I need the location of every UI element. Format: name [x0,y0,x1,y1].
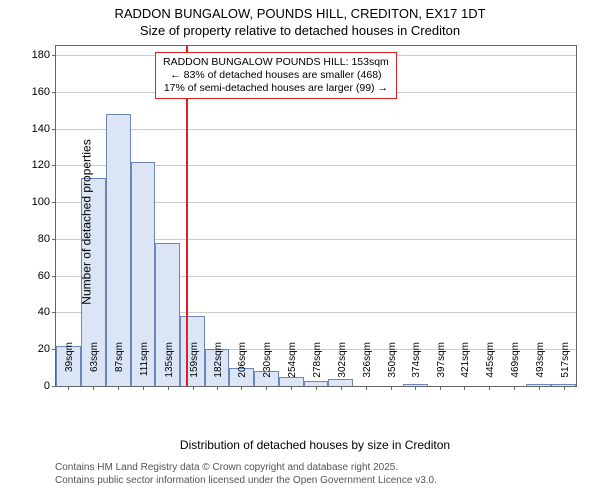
footer-line1: Contains HM Land Registry data © Crown c… [55,462,437,475]
x-tick-label: 87sqm [114,342,125,390]
y-tick-label: 120 [32,159,56,171]
x-tick-label: 326sqm [362,342,373,390]
y-tick-label: 140 [32,123,56,135]
x-tick-label: 159sqm [189,342,200,390]
chart-title: RADDON BUNGALOW, POUNDS HILL, CREDITON, … [0,0,600,40]
x-axis-label: Distribution of detached houses by size … [55,438,575,452]
x-tick-label: 302sqm [337,342,348,390]
y-tick-label: 60 [38,270,56,282]
x-tick-label: 111sqm [139,342,150,390]
y-tick-label: 160 [32,86,56,98]
x-tick-label: 63sqm [89,342,100,390]
title-line2: Size of property relative to detached ho… [0,23,600,40]
y-tick-label: 100 [32,196,56,208]
footer-credits: Contains HM Land Registry data © Crown c… [55,462,437,487]
x-tick-label: 445sqm [485,342,496,390]
x-tick-label: 421sqm [460,342,471,390]
chart-container: RADDON BUNGALOW, POUNDS HILL, CREDITON, … [0,0,600,500]
y-tick-label: 20 [38,343,56,355]
annotation-line1: RADDON BUNGALOW POUNDS HILL: 153sqm [163,56,389,69]
annotation-box: RADDON BUNGALOW POUNDS HILL: 153sqm← 83%… [155,52,397,99]
x-tick-label: 517sqm [560,342,571,390]
x-tick-label: 350sqm [387,342,398,390]
x-tick-label: 469sqm [510,342,521,390]
x-tick-label: 182sqm [213,342,224,390]
footer-line2: Contains public sector information licen… [55,475,437,488]
x-tick-label: 135sqm [164,342,175,390]
x-tick-label: 206sqm [237,342,248,390]
plot-area: 02040608010012014016018039sqm63sqm87sqm1… [55,45,577,387]
y-axis-label: Number of detached properties [80,139,94,304]
title-line1: RADDON BUNGALOW, POUNDS HILL, CREDITON, … [0,6,600,23]
x-tick-label: 39sqm [64,342,75,390]
x-tick-label: 493sqm [535,342,546,390]
y-tick-label: 40 [38,306,56,318]
x-tick-label: 278sqm [312,342,323,390]
x-tick-label: 374sqm [411,342,422,390]
y-tick-label: 180 [32,49,56,61]
gridline [56,129,576,130]
x-tick-label: 230sqm [262,342,273,390]
annotation-line2: ← 83% of detached houses are smaller (46… [163,69,389,82]
y-tick-label: 0 [44,380,56,392]
y-tick-label: 80 [38,233,56,245]
annotation-line3: 17% of semi-detached houses are larger (… [163,82,389,95]
x-tick-label: 397sqm [436,342,447,390]
x-tick-label: 254sqm [287,342,298,390]
